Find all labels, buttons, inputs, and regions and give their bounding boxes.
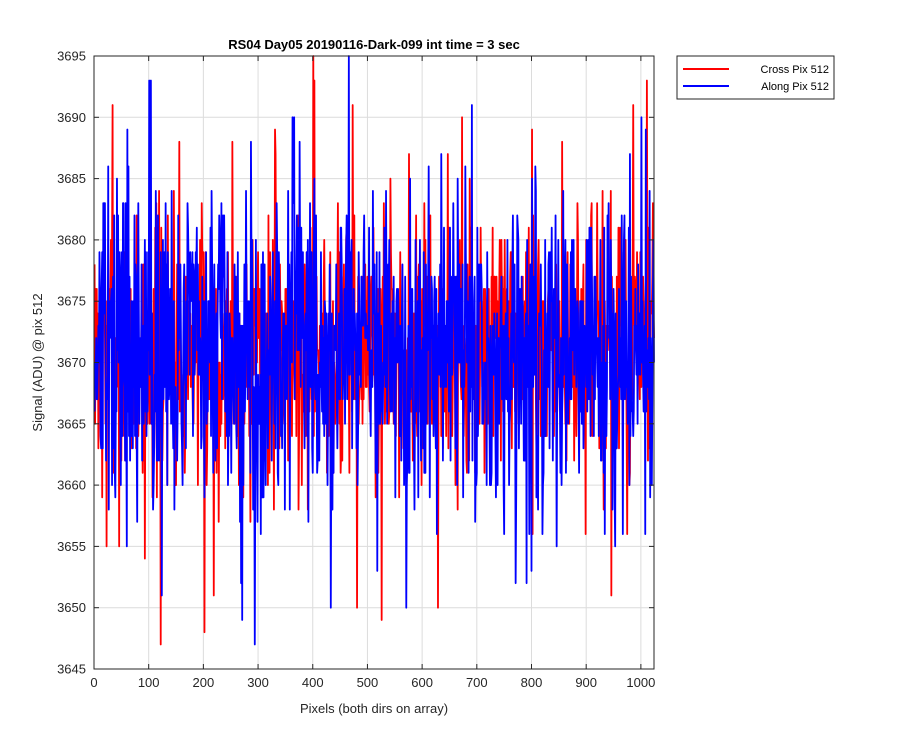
legend-box — [676, 55, 835, 100]
y-tick-label: 3650 — [57, 600, 86, 615]
x-tick-label: 300 — [247, 675, 269, 690]
y-tick-label: 3655 — [57, 539, 86, 554]
x-tick-label: 0 — [90, 675, 97, 690]
y-tick-label: 3685 — [57, 171, 86, 186]
chart-title: RS04 Day05 20190116-Dark-099 int time = … — [228, 37, 520, 52]
x-tick-label: 400 — [302, 675, 324, 690]
y-tick-label: 3660 — [57, 478, 86, 493]
legend-label-along: Along Pix 512 — [761, 81, 829, 93]
x-tick-label: 200 — [193, 675, 215, 690]
y-tick-label: 3670 — [57, 355, 86, 370]
series-layer — [93, 55, 655, 646]
series-line-along-pix-512 — [93, 55, 655, 646]
y-tick-label: 3690 — [57, 110, 86, 125]
y-tick-label: 3645 — [57, 662, 86, 677]
y-tick-label: 3665 — [57, 416, 86, 431]
x-tick-label: 1000 — [626, 675, 655, 690]
legend-label-cross: Cross Pix 512 — [761, 64, 829, 76]
x-tick-label: 500 — [357, 675, 379, 690]
x-axis-label: Pixels (both dirs on array) — [300, 701, 448, 716]
x-tick-label: 600 — [411, 675, 433, 690]
axis-ticks: 0 100 200 300 400 500 600 700 800 900 1000 3645 3650… — [57, 49, 655, 691]
y-tick-label: 3675 — [57, 294, 86, 309]
y-tick-label: 3695 — [57, 49, 86, 64]
x-tick-label: 100 — [138, 675, 160, 690]
x-tick-label: 800 — [521, 675, 543, 690]
legend: Cross Pix 512 Along Pix 512 — [676, 55, 835, 100]
x-tick-label: 700 — [466, 675, 488, 690]
x-tick-label: 900 — [575, 675, 597, 690]
y-tick-label: 3680 — [57, 232, 86, 247]
y-axis-label: Signal (ADU) @ pix 512 — [30, 293, 45, 431]
